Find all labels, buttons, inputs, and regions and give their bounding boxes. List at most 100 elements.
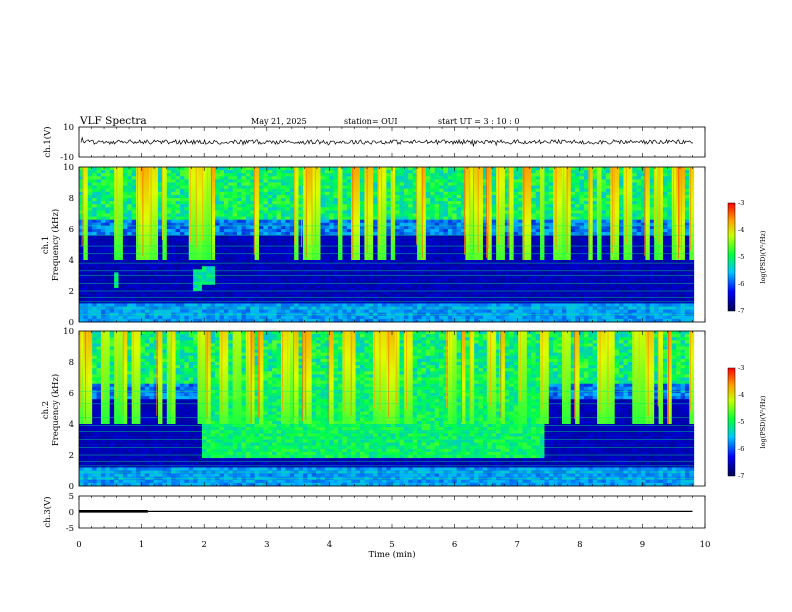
spectrogram-cell [109, 263, 115, 267]
spectrogram-cell [153, 241, 159, 245]
spectrogram-cell [153, 278, 159, 283]
spectrogram-cell [487, 170, 493, 174]
spectrogram-cell [223, 229, 229, 233]
spectrogram-cell [491, 188, 497, 193]
spectrogram-cell [368, 170, 374, 174]
spectrogram-cell [316, 263, 321, 267]
spectrogram-cell [324, 201, 330, 205]
spectrogram-cell [79, 278, 84, 283]
spectrogram-cell [219, 291, 225, 295]
spectrogram-cell [439, 303, 444, 307]
spectrogram-cell [381, 182, 387, 186]
spectrogram-cell [421, 207, 427, 211]
spectrogram-cell [201, 198, 207, 202]
spectrogram-cell [184, 173, 190, 177]
spectrogram-cell [452, 247, 458, 252]
spectrogram-cell [417, 275, 422, 279]
spectrogram-cell [320, 222, 326, 227]
spectrogram-cell [307, 263, 313, 267]
spectrogram-cell [114, 294, 119, 298]
spectrogram-cell [245, 213, 251, 217]
spectrogram-cell [412, 198, 418, 202]
spectrogram-cell [342, 222, 348, 227]
spectrogram-cell [122, 250, 128, 255]
spectrogram-cell [79, 219, 84, 224]
spectrogram-cell [390, 170, 396, 174]
spectrogram-cell [100, 275, 106, 279]
spectrogram-cell [298, 176, 304, 180]
spectrogram-cell [333, 232, 339, 236]
spectrogram-cell [469, 303, 475, 307]
spectrogram-cell [122, 318, 128, 323]
spectrogram-cell [166, 173, 172, 177]
spectrogram-cell [171, 253, 176, 258]
spectrogram-cell [316, 194, 321, 199]
spectrogram-cell [197, 250, 203, 255]
spectrogram-cell [254, 191, 260, 196]
spectrogram-cell [153, 235, 159, 239]
spectrogram-cell [118, 194, 124, 199]
spectrogram-cell [403, 294, 409, 298]
spectrogram-cell [346, 272, 352, 276]
spectrogram-cell [215, 263, 220, 267]
spectrogram-cell [171, 250, 176, 255]
spectrogram-cell [285, 194, 291, 199]
spectrogram-cell [302, 229, 308, 233]
spectrogram-cell [166, 235, 172, 239]
spectrogram-cell [329, 247, 335, 252]
spectrogram-cell [434, 275, 440, 279]
spectrogram-cell [171, 191, 176, 196]
spectrogram-cell [136, 303, 141, 307]
spectrogram-cell [342, 272, 348, 276]
spectrogram-cell [346, 241, 352, 245]
spectrogram-cell [263, 260, 269, 264]
spectrogram-cell [140, 287, 146, 292]
spectrogram-cell [395, 170, 400, 174]
spectrogram-cell [439, 294, 444, 298]
spectrogram-cell [219, 275, 225, 279]
spectrogram-cell [179, 256, 185, 261]
spectrogram-cell [193, 204, 198, 208]
spectrogram-cell [92, 291, 97, 295]
spectrogram-cell [373, 179, 378, 183]
spectrogram-cell [184, 250, 190, 255]
spectrogram-cell [136, 256, 141, 261]
spectrogram-cell [307, 278, 313, 283]
spectrogram-cell [280, 284, 286, 289]
spectrogram-cell [105, 294, 111, 298]
spectrogram-cell [118, 198, 124, 202]
spectrogram-cell [153, 176, 159, 180]
spectrogram-cell [96, 287, 102, 292]
spectrogram-cell [434, 229, 440, 233]
spectrogram-cell [228, 247, 234, 252]
spectrogram-cell [320, 179, 326, 183]
spectrogram-cell [439, 225, 444, 230]
spectrogram-cell [254, 182, 260, 186]
spectrogram-cell [320, 291, 326, 295]
spectrogram-cell [109, 179, 115, 183]
spectrogram-cell [223, 250, 229, 255]
spectrogram-cell [504, 216, 510, 221]
spectrogram-cell [188, 204, 194, 208]
spectrogram-cell [377, 253, 383, 258]
spectrogram-cell [324, 284, 330, 289]
spectrogram-cell [166, 294, 172, 298]
spectrogram-cell [254, 188, 260, 193]
ch1-ytick-top: 10 [63, 123, 74, 133]
spectrogram-cell [316, 188, 321, 193]
spectrogram-cell [118, 182, 124, 186]
spectrogram-cell [390, 284, 396, 289]
spectrogram-cell [245, 315, 251, 320]
spectrogram-cell [228, 278, 234, 283]
spectrogram-cell [131, 294, 137, 298]
spectrogram-cell [338, 188, 343, 193]
spectrogram-cell [144, 182, 150, 186]
spectrogram-cell [408, 250, 414, 255]
spectrogram-cell [100, 170, 106, 174]
spectrogram-cell [79, 225, 84, 230]
spectrogram-cell [267, 176, 273, 180]
spectrogram-cell [254, 216, 260, 221]
spectrogram-cell [302, 219, 308, 224]
spectrogram-cell [421, 275, 427, 279]
spectrogram-cell [482, 291, 488, 295]
